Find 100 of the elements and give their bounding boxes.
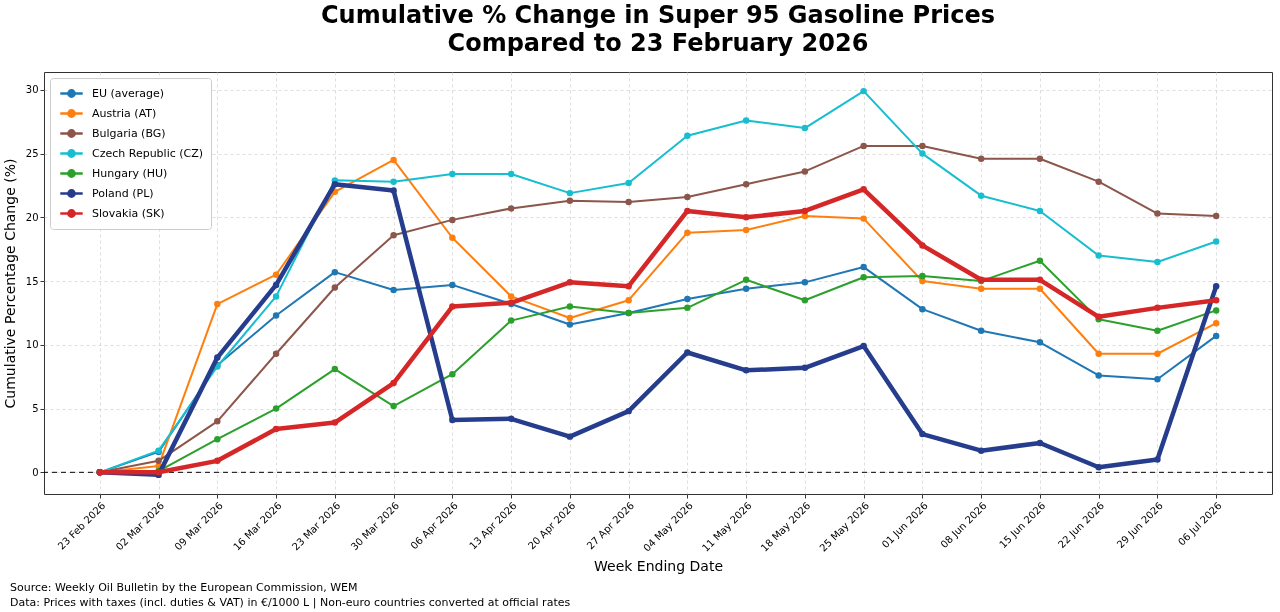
point: [390, 286, 397, 294]
point: [566, 314, 574, 322]
point: [272, 350, 280, 357]
point: [801, 168, 809, 175]
point: [1095, 463, 1102, 471]
point: [1212, 238, 1220, 245]
point: [860, 186, 867, 193]
legend-label: Austria (AT): [92, 106, 157, 120]
point: [331, 419, 339, 426]
point: [625, 296, 632, 304]
point: [507, 415, 515, 423]
point: [331, 365, 339, 373]
point: [1212, 282, 1220, 290]
point: [625, 282, 632, 290]
legend-label: Hungary (HU): [92, 166, 168, 180]
point: [390, 156, 397, 164]
point: [1212, 332, 1220, 340]
point: [390, 379, 397, 387]
point: [625, 179, 632, 187]
y-tick-label: 10: [25, 339, 39, 351]
point: [390, 187, 397, 194]
point: [272, 425, 280, 433]
point: [507, 170, 515, 178]
point: [1154, 304, 1161, 312]
point: [625, 198, 632, 206]
point: [449, 234, 456, 241]
point: [1212, 296, 1220, 304]
point: [272, 312, 280, 319]
point: [919, 242, 926, 249]
point: [742, 180, 750, 188]
point: [566, 433, 574, 440]
point: [1095, 350, 1102, 357]
point: [1154, 350, 1161, 357]
point: [331, 268, 339, 276]
point: [919, 277, 926, 285]
point: [860, 342, 867, 350]
legend-label: Czech Republic (CZ): [92, 146, 204, 160]
point: [566, 303, 574, 310]
y-tick-label: 25: [25, 148, 39, 160]
point: [214, 418, 221, 425]
point: [860, 87, 867, 95]
point: [1212, 307, 1220, 314]
point: [566, 189, 574, 197]
point: [272, 271, 280, 278]
point: [684, 349, 691, 356]
point: [390, 231, 397, 239]
point: [625, 407, 632, 415]
point: [1095, 252, 1102, 259]
point: [449, 281, 456, 289]
point: [1154, 376, 1161, 383]
point: [566, 197, 574, 204]
point: [566, 279, 574, 286]
point: [1154, 210, 1161, 217]
point: [272, 281, 280, 289]
point: [801, 279, 809, 286]
point: [507, 293, 515, 300]
point: [331, 180, 339, 188]
legend-label: Bulgaria (BG): [92, 126, 166, 140]
point: [1036, 276, 1044, 284]
point: [272, 293, 280, 300]
point: [1212, 319, 1220, 327]
point: [977, 155, 985, 162]
point: [977, 327, 985, 335]
point: [1036, 155, 1044, 162]
x-axis-title: Week Ending Date: [594, 557, 723, 574]
point: [860, 142, 867, 150]
point: [684, 304, 691, 312]
legend-label: Slovakia (SK): [92, 206, 165, 220]
point: [742, 285, 750, 292]
point: [507, 205, 515, 212]
point: [155, 457, 162, 465]
text: Data: Prices with taxes (incl. duties & VAT) in €/1000 L | Non-euro countries converted at official rates: [10, 596, 571, 609]
point: [214, 354, 221, 361]
y-tick-label: 5: [32, 403, 39, 415]
point: [919, 430, 926, 438]
point: [1036, 207, 1044, 215]
point: [860, 274, 867, 281]
point: [801, 207, 809, 215]
point: [507, 317, 515, 324]
point: [1036, 257, 1044, 264]
point: [449, 303, 456, 310]
point: [1154, 327, 1161, 335]
y-axis-title: Cumulative Percentage Change (%): [1, 158, 18, 409]
legend-label: Poland (PL): [92, 186, 154, 200]
point: [214, 457, 221, 465]
point: [1095, 372, 1102, 379]
point: [684, 229, 691, 236]
source-note: Source: Weekly Oil Bulletin by the European Commission, WEM: [10, 581, 358, 594]
point: [742, 117, 750, 124]
point: [742, 214, 750, 221]
point: [214, 435, 221, 443]
point: [919, 142, 926, 150]
point: [1036, 439, 1044, 447]
point: [390, 402, 397, 410]
y-tick-label: 0: [32, 466, 39, 478]
y-tick-label: 30: [25, 84, 39, 96]
point: [449, 370, 456, 378]
legend-label: EU (average): [92, 86, 165, 100]
point: [801, 124, 809, 132]
point: [801, 364, 809, 372]
